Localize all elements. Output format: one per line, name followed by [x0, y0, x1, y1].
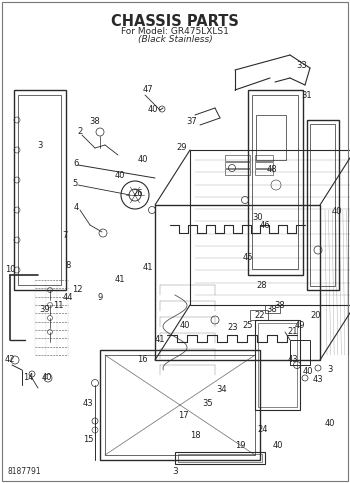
- Text: 14: 14: [23, 372, 33, 382]
- Text: 34: 34: [217, 385, 227, 395]
- Bar: [155, 205, 320, 360]
- Bar: [14, 90, 66, 290]
- Text: 40: 40: [138, 156, 148, 165]
- Text: 41: 41: [115, 275, 125, 284]
- Text: 11: 11: [53, 300, 63, 310]
- Text: 42: 42: [5, 355, 15, 365]
- Text: 19: 19: [235, 440, 245, 450]
- Text: 28: 28: [257, 281, 267, 289]
- Text: 23: 23: [228, 323, 238, 331]
- Text: 8: 8: [65, 260, 71, 270]
- Text: 43: 43: [313, 375, 323, 384]
- Text: 31: 31: [302, 90, 312, 99]
- Text: 3: 3: [172, 468, 178, 477]
- Text: 4: 4: [74, 203, 79, 213]
- Text: 43: 43: [288, 355, 298, 365]
- Bar: [250, 310, 268, 320]
- Text: 46: 46: [260, 221, 270, 229]
- Text: 5: 5: [72, 179, 78, 187]
- Text: 20: 20: [311, 311, 321, 319]
- Text: CHASSIS PARTS: CHASSIS PARTS: [111, 14, 239, 29]
- Bar: [252, 95, 298, 269]
- Text: 2: 2: [77, 128, 83, 137]
- Text: 40: 40: [325, 418, 335, 427]
- Text: For Model: GR475LXLS1: For Model: GR475LXLS1: [121, 27, 229, 36]
- Text: 3: 3: [37, 141, 43, 150]
- Text: 40: 40: [115, 170, 125, 180]
- Bar: [255, 162, 273, 168]
- Text: 40: 40: [42, 373, 52, 383]
- Text: 29: 29: [177, 143, 187, 153]
- Text: 16: 16: [137, 355, 147, 365]
- Text: 6: 6: [73, 158, 79, 168]
- Bar: [178, 454, 262, 462]
- Bar: [225, 169, 250, 175]
- Text: 22: 22: [255, 311, 265, 319]
- Bar: [258, 323, 297, 407]
- Text: (Black Stainless): (Black Stainless): [138, 35, 212, 44]
- Text: 17: 17: [178, 411, 188, 420]
- Text: 24: 24: [258, 426, 268, 435]
- Text: 30: 30: [253, 213, 263, 223]
- Text: 45: 45: [243, 254, 253, 262]
- Bar: [255, 155, 273, 161]
- Bar: [256, 115, 286, 160]
- Text: 49: 49: [295, 321, 305, 329]
- Bar: [100, 350, 260, 460]
- Bar: [290, 340, 310, 365]
- Text: 21: 21: [288, 327, 298, 337]
- Text: 40: 40: [180, 321, 190, 329]
- Text: 43: 43: [83, 399, 93, 409]
- Text: 38: 38: [275, 300, 285, 310]
- Text: 12: 12: [72, 285, 82, 295]
- Text: 33: 33: [297, 60, 307, 70]
- Text: 40: 40: [148, 105, 158, 114]
- Text: 47: 47: [143, 85, 153, 95]
- Text: 18: 18: [190, 430, 200, 440]
- Text: 7: 7: [62, 230, 68, 240]
- Text: 48: 48: [267, 166, 277, 174]
- Text: 8187791: 8187791: [8, 468, 42, 477]
- Bar: [190, 150, 350, 305]
- Text: 44: 44: [63, 293, 73, 301]
- Text: 38: 38: [90, 117, 100, 127]
- Bar: [265, 305, 280, 313]
- Bar: [248, 90, 303, 275]
- Text: 15: 15: [83, 436, 93, 444]
- Bar: [225, 155, 250, 161]
- Text: 37: 37: [187, 117, 197, 127]
- Bar: [255, 320, 300, 410]
- Text: 41: 41: [143, 264, 153, 272]
- Bar: [175, 452, 265, 464]
- Text: 26: 26: [133, 188, 143, 198]
- Bar: [310, 124, 335, 286]
- Bar: [225, 162, 250, 168]
- Text: 40: 40: [332, 208, 342, 216]
- Text: 41: 41: [155, 336, 165, 344]
- Bar: [18, 95, 61, 285]
- Text: 38: 38: [267, 306, 277, 314]
- Text: 40: 40: [303, 368, 313, 377]
- Text: 9: 9: [97, 294, 103, 302]
- Text: 39: 39: [40, 306, 50, 314]
- Bar: [255, 169, 273, 175]
- Text: 40: 40: [273, 440, 283, 450]
- Bar: [105, 355, 255, 455]
- Bar: [307, 120, 339, 290]
- Text: 10: 10: [5, 266, 15, 274]
- Text: 35: 35: [203, 398, 213, 408]
- Text: 25: 25: [243, 321, 253, 329]
- Text: 3: 3: [327, 366, 333, 374]
